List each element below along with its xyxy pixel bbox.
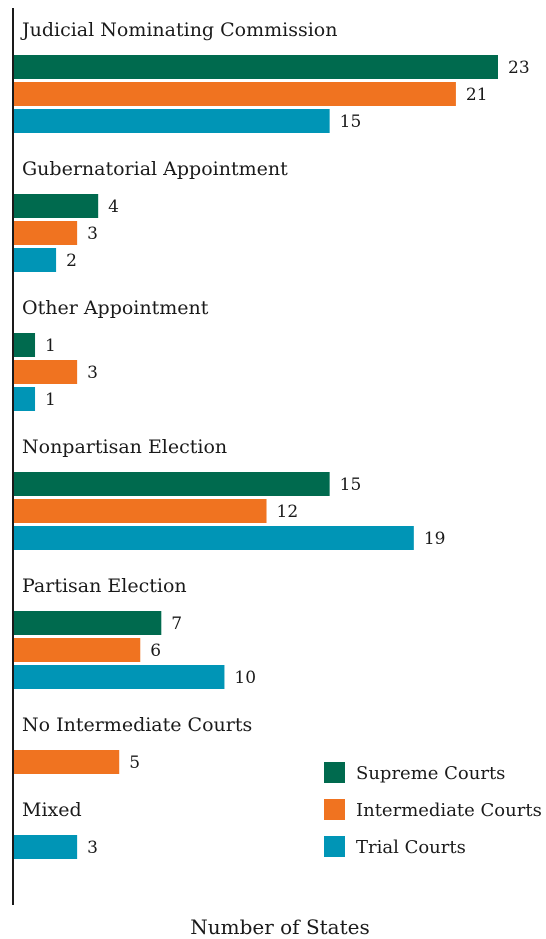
group-label-mixed: Mixed	[22, 799, 82, 821]
value-label-nonpartisan-election-supreme-courts: 15	[340, 475, 362, 495]
bar-other-appointment-intermediate-courts	[14, 360, 78, 384]
value-label-judicial-nominating-commission-supreme-courts: 23	[508, 58, 530, 78]
bar-partisan-election-supreme-courts	[14, 611, 162, 635]
legend-swatch-trial-courts	[324, 836, 345, 857]
value-label-gubernatorial-appointment-intermediate-courts: 3	[87, 224, 98, 244]
legend-swatch-supreme-courts	[324, 762, 345, 783]
bar-group-judicial-nominating-commission: Judicial Nominating Commission 23 21 15	[14, 19, 530, 133]
bar-group-gubernatorial-appointment: Gubernatorial Appointment 432	[14, 158, 288, 272]
value-label-judicial-nominating-commission-intermediate-courts: 21	[466, 85, 488, 105]
bar-partisan-election-intermediate-courts	[14, 638, 141, 662]
value-label-no-intermediate-courts-intermediate-courts: 5	[129, 753, 140, 773]
value-label-partisan-election-intermediate-courts: 6	[150, 641, 161, 661]
value-label-gubernatorial-appointment-supreme-courts: 4	[108, 197, 119, 217]
bar-group-other-appointment: Other Appointment 1 3 1	[14, 297, 209, 411]
value-label-mixed-trial-courts: 3	[87, 838, 98, 858]
legend-label-intermediate-courts: Intermediate Courts	[356, 800, 542, 821]
value-label-nonpartisan-election-trial-courts: 19	[424, 529, 446, 549]
bar-mixed-trial-courts	[14, 835, 78, 859]
group-label-other-appointment: Other Appointment	[22, 297, 209, 319]
bar-judicial-nominating-commission-intermediate-courts	[14, 82, 456, 106]
bar-judicial-nominating-commission-trial-courts	[14, 109, 330, 133]
legend-label-trial-courts: Trial Courts	[356, 837, 466, 858]
bar-gubernatorial-appointment-supreme-courts	[14, 194, 99, 218]
value-label-other-appointment-supreme-courts: 1	[45, 336, 56, 356]
bar-gubernatorial-appointment-intermediate-courts	[14, 221, 78, 245]
group-label-gubernatorial-appointment: Gubernatorial Appointment	[22, 158, 288, 180]
value-label-judicial-nominating-commission-trial-courts: 15	[340, 112, 362, 132]
bar-no-intermediate-courts-intermediate-courts	[14, 750, 120, 774]
legend: Supreme Courts Intermediate Courts Trial C…	[324, 762, 542, 858]
bar-group-nonpartisan-election: Nonpartisan Election 15 12 19	[14, 436, 445, 550]
value-label-partisan-election-trial-courts: 10	[234, 668, 256, 688]
bar-nonpartisan-election-supreme-courts	[14, 472, 330, 496]
value-label-other-appointment-trial-courts: 1	[45, 390, 56, 410]
value-label-gubernatorial-appointment-trial-courts: 2	[66, 251, 77, 271]
group-label-partisan-election: Partisan Election	[22, 575, 187, 597]
bar-nonpartisan-election-intermediate-courts	[14, 499, 267, 523]
bar-nonpartisan-election-trial-courts	[14, 526, 414, 550]
bars-layer: Judicial Nominating Commission232115Gube…	[14, 19, 530, 859]
group-label-nonpartisan-election: Nonpartisan Election	[22, 436, 227, 458]
bar-partisan-election-trial-courts	[14, 665, 225, 689]
group-label-no-intermediate-courts: No Intermediate Courts	[22, 714, 252, 736]
bar-group-partisan-election: Partisan Election 76 10	[14, 575, 256, 689]
legend-swatch-intermediate-courts	[324, 799, 345, 820]
bar-other-appointment-supreme-courts	[14, 333, 36, 357]
value-label-partisan-election-supreme-courts: 7	[171, 614, 182, 634]
legend-label-supreme-courts: Supreme Courts	[356, 763, 505, 784]
group-label-judicial-nominating-commission: Judicial Nominating Commission	[20, 19, 337, 41]
bar-judicial-nominating-commission-supreme-courts	[14, 55, 498, 79]
x-axis-title: Number of States	[190, 915, 370, 939]
value-label-nonpartisan-election-intermediate-courts: 12	[277, 502, 299, 522]
value-label-other-appointment-intermediate-courts: 3	[87, 363, 98, 383]
bar-group-no-intermediate-courts: No Intermediate Courts 5	[14, 714, 252, 774]
bar-gubernatorial-appointment-trial-courts	[14, 248, 57, 272]
bar-other-appointment-trial-courts	[14, 387, 36, 411]
